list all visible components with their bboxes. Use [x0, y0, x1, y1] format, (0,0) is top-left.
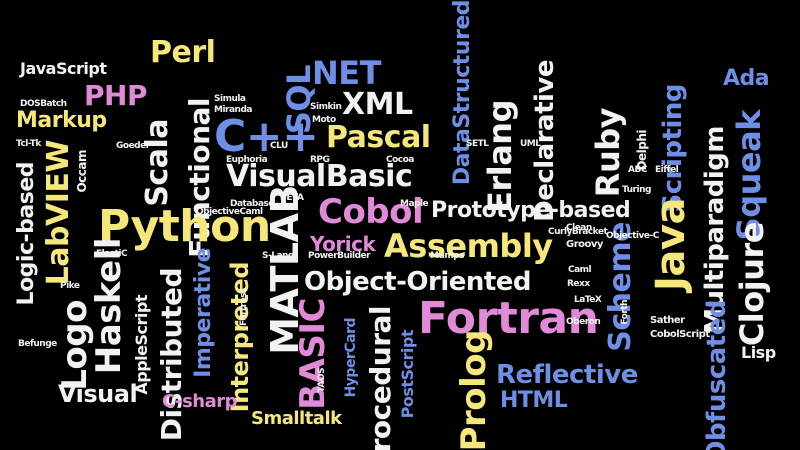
- word: Objective-C: [606, 231, 659, 241]
- word: Scheme: [603, 222, 638, 352]
- word: PHP: [84, 79, 147, 112]
- word: BETA: [280, 193, 304, 203]
- word: Logo: [55, 300, 95, 391]
- word: Sather: [650, 315, 685, 326]
- word: Groovy: [566, 239, 603, 250]
- word: Distributed: [155, 268, 188, 442]
- word: AppleScript: [132, 295, 151, 395]
- word: Procedural: [364, 306, 397, 450]
- word: Tcl-Tk: [16, 139, 41, 149]
- word: Simkin: [310, 102, 342, 112]
- word: TAOS: [317, 368, 327, 393]
- word: RPG: [310, 155, 330, 165]
- word: Scripting: [658, 84, 688, 213]
- word: Caml: [568, 265, 592, 275]
- word: Maple: [400, 199, 429, 209]
- word: Fortran: [418, 293, 599, 344]
- word: Python: [98, 201, 271, 252]
- word: NET: [312, 54, 381, 92]
- word: Markup: [16, 108, 107, 133]
- word: SETL: [466, 139, 489, 149]
- word: Pike: [60, 281, 80, 291]
- word: Clean: [566, 223, 592, 233]
- word: Prototype-based: [431, 198, 631, 223]
- word: Simula: [214, 94, 246, 104]
- word: Cobol: [318, 192, 424, 232]
- word: Ruby: [589, 108, 627, 198]
- word: Moto: [312, 115, 336, 125]
- word: Imperative: [191, 248, 216, 378]
- word: CurlyBracket: [548, 227, 608, 237]
- word: Mumps: [430, 251, 465, 261]
- word: LaTeX: [574, 295, 602, 305]
- word: Fortress: [239, 288, 249, 326]
- word: DOSBatch: [20, 99, 67, 109]
- word: DataStructured: [450, 0, 475, 186]
- word: Eiffel: [655, 165, 679, 175]
- word: VisualBasic: [226, 159, 413, 194]
- word: Ada: [723, 66, 770, 91]
- word: Interpreted: [226, 262, 254, 413]
- word: XML: [342, 87, 413, 122]
- word: Goedel: [116, 141, 149, 151]
- word: Visual: [58, 380, 138, 408]
- word: ElastiC: [96, 249, 128, 259]
- word: Lisp: [741, 343, 776, 362]
- word: Perl: [150, 35, 216, 70]
- word: Occam: [75, 150, 89, 193]
- word: Reflective: [496, 360, 638, 390]
- word: Oberon: [566, 317, 601, 327]
- word: Delphi: [635, 130, 649, 171]
- word: CLU: [270, 141, 288, 151]
- word: JavaScript: [20, 59, 107, 78]
- word: Forth: [620, 300, 630, 325]
- word: ObjectiveCaml: [196, 207, 263, 217]
- word: C++: [214, 111, 319, 162]
- word: HyperCard: [343, 318, 359, 398]
- word: UML: [520, 139, 541, 149]
- word: Yorick: [310, 232, 376, 256]
- word: S-Lang: [262, 251, 294, 261]
- word: LabVIEW: [41, 140, 76, 286]
- word: Clojure: [733, 222, 771, 347]
- word: Database: [230, 199, 274, 209]
- word: Befunge: [18, 339, 57, 349]
- word: BASIC: [293, 298, 333, 410]
- word: Squeak: [730, 110, 768, 241]
- word: Erlang: [481, 100, 519, 213]
- word: Assembly: [384, 227, 553, 265]
- word: Obfuscated: [702, 300, 732, 450]
- word: Smalltalk: [251, 408, 342, 429]
- word: Java: [648, 198, 694, 291]
- word: Miranda: [214, 105, 252, 115]
- word: CobolScript: [650, 329, 710, 340]
- word: Logic-based: [14, 162, 39, 306]
- word: Turing: [622, 185, 651, 195]
- word: C-sharp: [162, 391, 238, 412]
- word: PowerBuilder: [308, 251, 371, 261]
- word: Cocoa: [386, 155, 414, 165]
- word: ABC: [628, 165, 647, 175]
- word: HTML: [500, 388, 568, 413]
- word: Prolog: [454, 330, 494, 450]
- word: Euphoria: [226, 155, 268, 165]
- word: Scala: [140, 119, 175, 207]
- word: Object-Oriented: [304, 267, 532, 297]
- word: Pascal: [326, 120, 431, 155]
- word: PostScript: [398, 330, 417, 419]
- word: Rexx: [567, 279, 590, 289]
